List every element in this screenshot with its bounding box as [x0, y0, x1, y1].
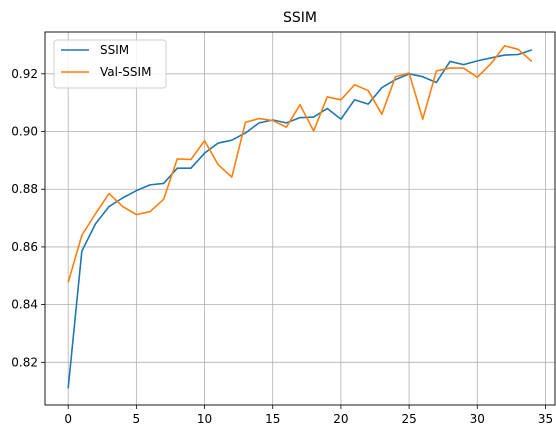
x-tick-label: 25	[401, 412, 416, 426]
x-tick-label: 30	[470, 412, 485, 426]
y-tick-label: 0.82	[11, 355, 38, 369]
legend-label: Val-SSIM	[100, 65, 151, 79]
plot-frame	[44, 31, 556, 406]
x-tick-label: 0	[64, 412, 72, 426]
y-tick-label: 0.92	[11, 67, 38, 81]
x-tick-label: 15	[265, 412, 280, 426]
legend: SSIM Val-SSIM	[53, 39, 167, 89]
x-tick-label: 10	[197, 412, 212, 426]
legend-label: SSIM	[100, 43, 129, 57]
y-tick-label: 0.88	[11, 182, 38, 196]
axis-ticks: 0 5 10 15 20 25 30 35 0.82 0.84 0.86 0.88 0.90 0.92	[11, 67, 553, 426]
y-tick-label: 0.84	[11, 298, 38, 312]
legend-box	[53, 39, 167, 89]
series-line-ssim	[67, 49, 533, 389]
x-tick-label: 20	[333, 412, 348, 426]
x-tick-label: 35	[538, 412, 553, 426]
series-line-val-ssim	[67, 45, 533, 283]
x-tick-label: 5	[133, 412, 141, 426]
chart-title: SSIM	[283, 10, 317, 26]
series-lines	[67, 45, 533, 389]
y-tick-label: 0.86	[11, 240, 38, 254]
y-tick-label: 0.90	[11, 125, 38, 139]
grid-lines	[45, 32, 555, 405]
